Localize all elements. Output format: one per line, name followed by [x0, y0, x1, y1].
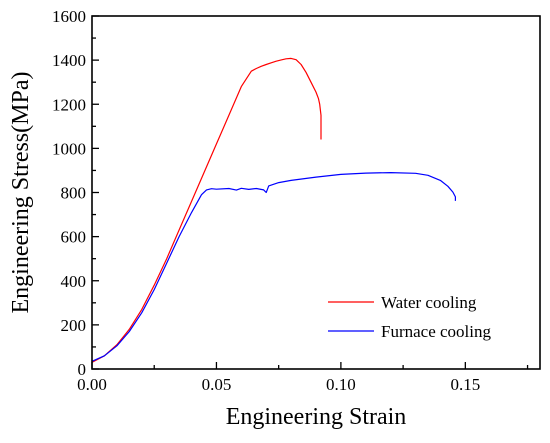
y-tick-label: 200 [61, 316, 87, 335]
y-tick-label: 0 [78, 360, 87, 379]
y-tick-label: 1600 [52, 7, 86, 26]
legend-label-1: Water cooling [381, 293, 477, 312]
y-axis-title: Engineering Stress(MPa) [8, 72, 34, 314]
y-tick-label: 1000 [52, 139, 86, 158]
x-tick-label: 0.10 [326, 375, 356, 394]
y-tick-label: 800 [61, 184, 87, 203]
plot-lines [91, 57, 456, 363]
series-line-1 [91, 57, 322, 363]
chart-legend: Water cooling Furnace cooling [328, 293, 491, 341]
y-axis-ticks: 0 200 400 600 800 1000 1200 1400 1600 [52, 7, 99, 379]
y-tick-label: 1400 [52, 51, 86, 70]
y-tick-label: 600 [61, 228, 87, 247]
series-line-2 [91, 172, 456, 362]
legend-label-2: Furnace cooling [381, 322, 491, 341]
x-tick-label: 0.05 [202, 375, 232, 394]
plot-frame [91, 15, 541, 370]
y-tick-label: 400 [61, 272, 87, 291]
x-tick-label: 0.00 [77, 375, 107, 394]
x-axis-title: Engineering Strain [226, 404, 407, 430]
y-tick-label: 1200 [52, 95, 86, 114]
x-axis-ticks: 0.00 0.05 0.10 0.15 [77, 362, 529, 394]
x-tick-label: 0.15 [450, 375, 480, 394]
